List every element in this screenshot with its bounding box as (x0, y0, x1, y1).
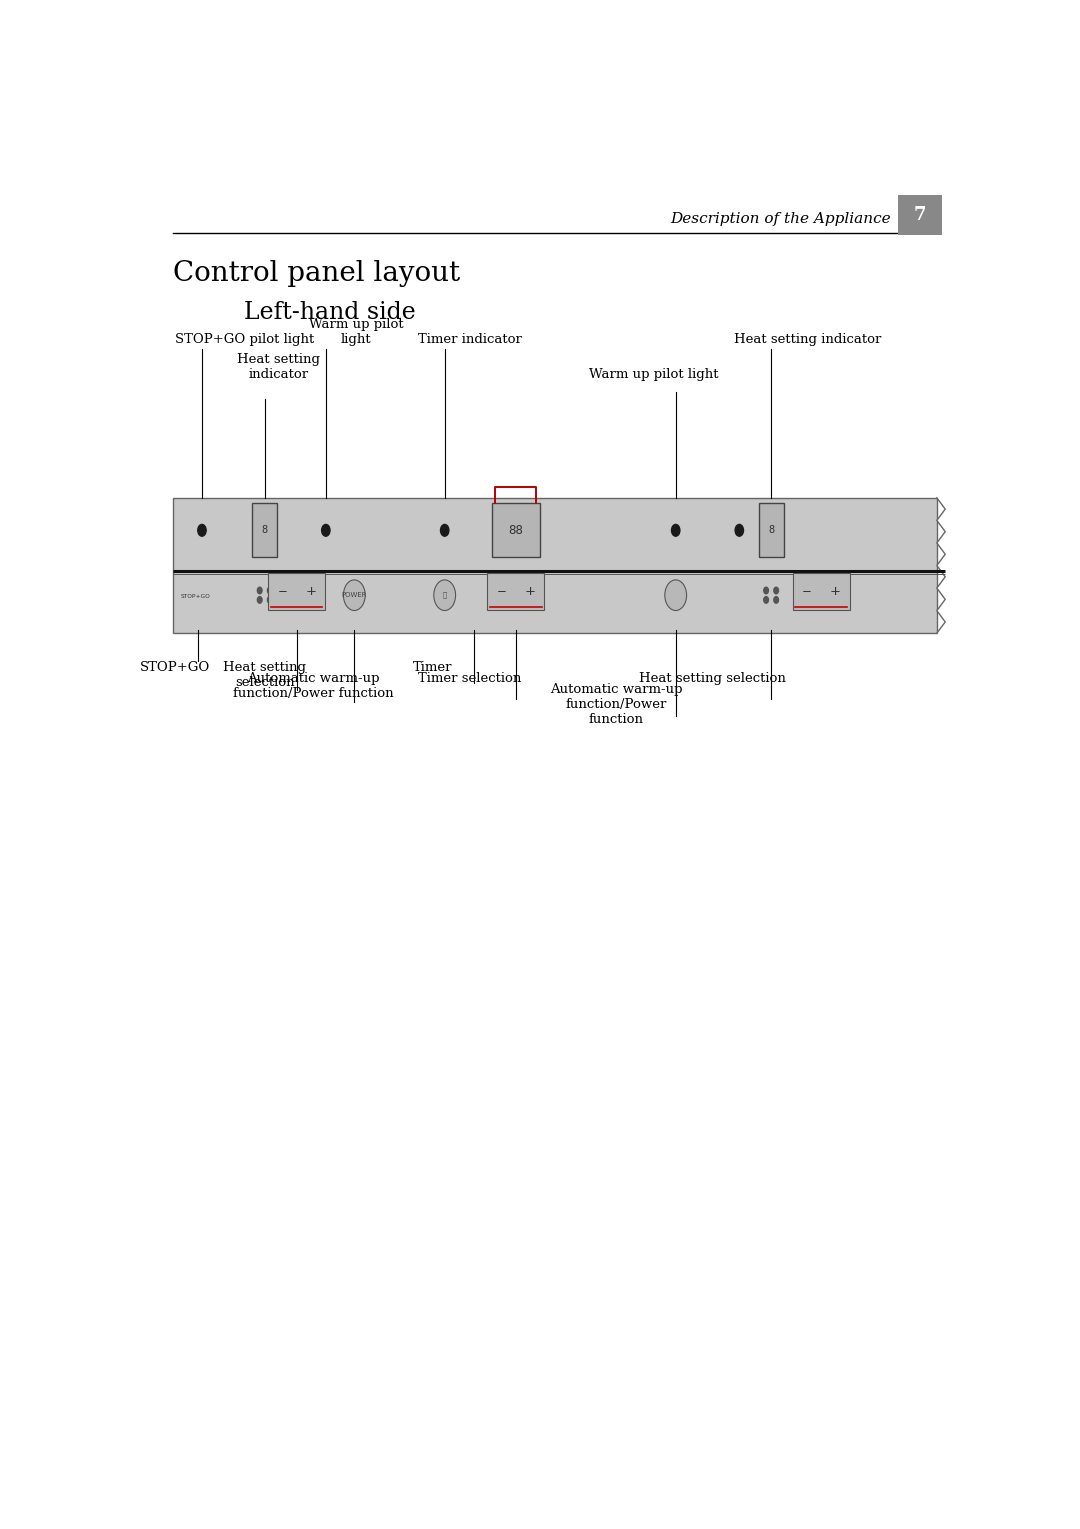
Text: +: + (831, 586, 841, 598)
Circle shape (773, 596, 779, 604)
Text: Control panel layout: Control panel layout (173, 260, 460, 287)
Text: +: + (306, 586, 316, 598)
Circle shape (678, 596, 683, 604)
Text: STOP+GO: STOP+GO (140, 662, 211, 674)
Text: Automatic warm-up
function/Power
function: Automatic warm-up function/Power functio… (550, 682, 683, 726)
Text: POWER: POWER (341, 592, 367, 598)
Circle shape (322, 524, 330, 537)
Bar (268, 573, 325, 610)
Text: 8: 8 (768, 526, 774, 535)
Text: −: − (802, 586, 812, 598)
Text: STOP+GO: STOP+GO (181, 593, 211, 599)
Circle shape (434, 579, 456, 610)
Circle shape (678, 587, 683, 593)
Bar (173, 498, 936, 633)
Circle shape (669, 587, 673, 593)
Text: Timer indicator: Timer indicator (418, 333, 522, 346)
Bar (758, 503, 784, 558)
Bar (491, 503, 540, 558)
Text: Timer: Timer (413, 662, 451, 674)
Circle shape (268, 596, 272, 604)
Text: Warm up pilot
light: Warm up pilot light (309, 318, 404, 346)
Circle shape (198, 524, 206, 537)
Circle shape (268, 587, 272, 593)
Text: Heat setting
selection: Heat setting selection (224, 662, 307, 690)
Text: −: − (497, 586, 507, 598)
Text: Warm up pilot light: Warm up pilot light (590, 368, 719, 381)
Circle shape (773, 587, 779, 593)
Text: 88: 88 (509, 524, 524, 537)
Text: −: − (278, 586, 287, 598)
Text: Automatic warm-up
function/Power function: Automatic warm-up function/Power functio… (233, 673, 393, 700)
Bar (899, 196, 942, 235)
Text: STOP+GO pilot light: STOP+GO pilot light (175, 333, 314, 346)
Text: ⏻: ⏻ (443, 592, 447, 598)
Text: Heat setting indicator: Heat setting indicator (734, 333, 881, 346)
Circle shape (665, 579, 687, 610)
Bar (253, 503, 278, 558)
Bar (487, 573, 544, 610)
Polygon shape (936, 498, 949, 633)
Circle shape (343, 579, 365, 610)
Circle shape (257, 587, 262, 593)
Circle shape (672, 524, 680, 537)
Bar (793, 573, 850, 610)
Text: +: + (525, 586, 536, 598)
Circle shape (257, 596, 262, 604)
Text: Heat setting selection: Heat setting selection (639, 673, 786, 685)
Text: Description of the Appliance: Description of the Appliance (671, 213, 891, 226)
Circle shape (764, 587, 769, 593)
Text: 7: 7 (914, 206, 927, 225)
Circle shape (669, 596, 673, 604)
Text: Left-hand side: Left-hand side (244, 301, 416, 324)
Text: 8: 8 (261, 526, 268, 535)
Text: Heat setting
indicator: Heat setting indicator (238, 353, 320, 381)
Circle shape (735, 524, 743, 537)
Circle shape (441, 524, 449, 537)
Circle shape (764, 596, 769, 604)
Text: Timer selection: Timer selection (418, 673, 522, 685)
